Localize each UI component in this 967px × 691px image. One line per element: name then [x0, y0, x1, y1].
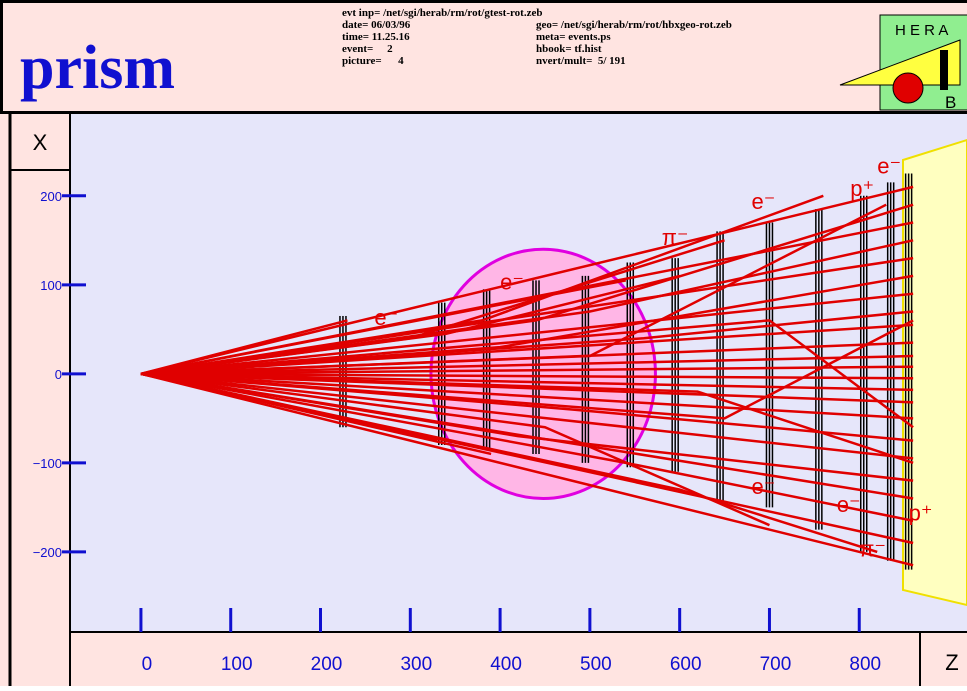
x-tick-label: 200	[311, 654, 343, 675]
y-tick-label: −100	[33, 456, 62, 471]
calorimeter	[903, 140, 967, 605]
x-tick-label: 600	[670, 654, 702, 675]
logo-ball	[893, 73, 923, 103]
info-line: evt inp= /net/sgi/herab/rm/rot/gtest-rot…	[342, 7, 542, 19]
logo-top: H E R A	[895, 22, 948, 39]
info-line: picture= 4	[342, 55, 404, 67]
info-line: event= 2	[342, 43, 393, 55]
particle-label: p⁺	[909, 501, 933, 526]
y-tick-label: 100	[40, 278, 62, 293]
info-line: hbook= tf.hist	[536, 43, 602, 55]
y-tick-label: 0	[55, 367, 62, 382]
info-line: meta= events.ps	[536, 31, 611, 43]
particle-label: e⁻	[374, 305, 398, 330]
info-line: nvert/mult= 5/ 191	[536, 55, 626, 67]
particle-label: p⁺	[850, 176, 874, 201]
particle-label: e⁻	[837, 492, 861, 517]
particle-label: π⁻	[859, 536, 886, 561]
x-tick-label: 700	[760, 654, 792, 675]
y-axis-label: X	[33, 130, 48, 155]
x-tick-label: 0	[142, 654, 153, 675]
info-line: time= 11.25.16	[342, 31, 410, 43]
x-axis-label: Z	[945, 650, 958, 675]
logo-bottom: B	[945, 93, 956, 112]
x-tick-label: 100	[221, 654, 253, 675]
x-tick-label: 500	[580, 654, 612, 675]
x-tick-label: 300	[400, 654, 432, 675]
title: prism	[20, 34, 175, 102]
particle-label: e⁻	[500, 269, 524, 294]
particle-label: e⁻	[877, 154, 901, 179]
logo-bar	[940, 50, 948, 90]
particle-label: e⁻	[752, 474, 776, 499]
x-tick-label: 800	[849, 654, 881, 675]
x-tick-label: 400	[490, 654, 522, 675]
info-line: geo= /net/sgi/herab/rm/rot/hbxgeo-rot.ze…	[536, 19, 732, 31]
y-tick-label: 200	[40, 189, 62, 204]
info-line: date= 06/03/96	[342, 19, 411, 31]
particle-label: e⁻	[752, 189, 776, 214]
y-tick-label: −200	[33, 545, 62, 560]
particle-label: π⁻	[662, 225, 689, 250]
